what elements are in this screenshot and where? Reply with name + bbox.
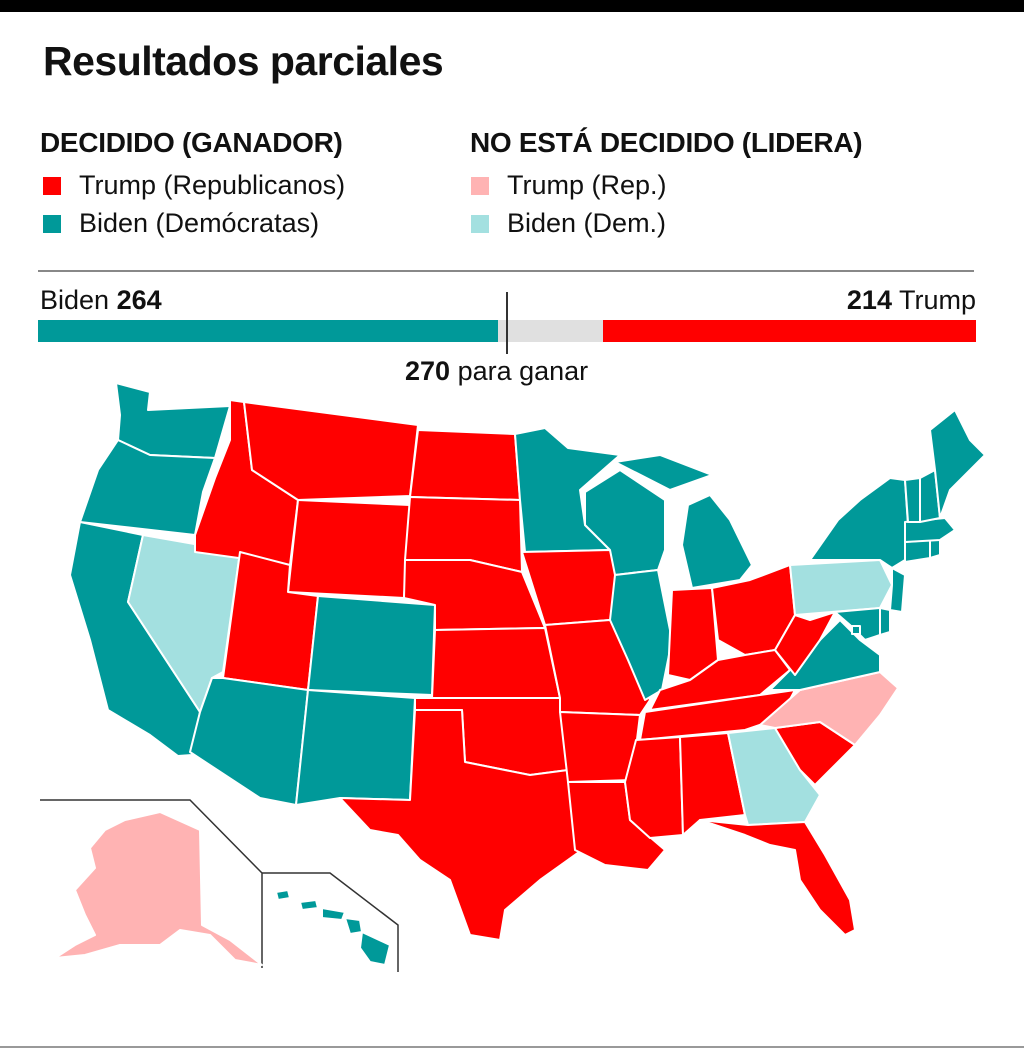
inset-frame-hawaii xyxy=(262,872,399,972)
state-delaware xyxy=(879,607,891,636)
legend-label-trump-leading: Trump (Rep.) xyxy=(507,170,667,200)
biden-votes: 264 xyxy=(116,285,162,315)
legend-swatch-biden-leading xyxy=(471,214,489,233)
hawaii-island-big-island xyxy=(359,931,391,966)
legend-label-biden-leading: Biden (Dem.) xyxy=(507,208,667,238)
legend-swatch-biden-won xyxy=(43,214,61,233)
state-kansas xyxy=(431,627,561,699)
hawaii-island-kauai xyxy=(275,889,291,901)
state-maryland xyxy=(834,607,881,641)
state-michigan xyxy=(614,454,753,589)
biden-vote-bar xyxy=(38,320,499,342)
state-montana xyxy=(243,401,419,501)
state-illinois xyxy=(609,569,673,701)
state-texas xyxy=(339,709,583,941)
legend-decided-heading: DECIDIDO (GANADOR) xyxy=(40,127,343,158)
state-mississippi xyxy=(624,736,684,839)
legend-item-trump-won: Trump (Republicanos) xyxy=(43,170,345,201)
legend-swatch-trump-leading xyxy=(471,176,489,195)
hawaii-island-molokai xyxy=(321,907,346,921)
state-arizona xyxy=(189,677,309,806)
legend-undecided-heading: NO ESTÁ DECIDIDO (LIDERA) xyxy=(470,127,863,158)
state-north-dakota xyxy=(409,429,521,501)
goal-marker xyxy=(506,292,508,354)
bottom-border xyxy=(0,1046,1024,1048)
state-hawaii xyxy=(275,889,391,966)
legend-item-biden-won: Biden (Demócratas) xyxy=(43,208,319,239)
state-rhode-island xyxy=(929,539,941,559)
state-florida xyxy=(699,819,856,936)
divider xyxy=(38,270,974,272)
state-new-york xyxy=(809,477,909,569)
state-alabama xyxy=(679,732,746,836)
legend-swatch-trump-won xyxy=(43,176,61,195)
goal-label: 270 para ganar xyxy=(405,356,588,387)
legend-item-trump-leading: Trump (Rep.) xyxy=(471,170,667,201)
page-title: Resultados parciales xyxy=(43,38,444,84)
goal-text: para ganar xyxy=(457,356,589,386)
state-pennsylvania xyxy=(789,559,893,616)
state-connecticut xyxy=(904,539,931,563)
goal-votes: 270 xyxy=(405,356,451,386)
undecided-vote-bar xyxy=(498,320,603,342)
trump-tally: 214 Trump xyxy=(847,285,976,316)
state-oregon xyxy=(79,439,216,536)
legend-label-trump-won: Trump (Republicanos) xyxy=(79,170,346,200)
trump-name: Trump xyxy=(898,285,976,315)
legend-label-biden-won: Biden (Demócratas) xyxy=(79,208,320,238)
state-vermont xyxy=(904,477,921,523)
state-colorado xyxy=(307,595,436,696)
state-new-mexico xyxy=(295,689,416,806)
state-new-jersey xyxy=(889,567,906,613)
biden-name: Biden xyxy=(40,285,110,315)
trump-vote-bar xyxy=(602,320,976,342)
state-alaska xyxy=(54,811,263,966)
inset-frame-alaska xyxy=(40,799,263,968)
biden-tally: Biden 264 xyxy=(40,285,162,316)
state-maine xyxy=(929,409,986,519)
trump-votes: 214 xyxy=(846,285,892,315)
hawaii-island-oahu xyxy=(299,899,319,911)
legend-item-biden-leading: Biden (Dem.) xyxy=(471,208,666,239)
state-wyoming xyxy=(287,499,411,599)
hawaii-island-maui xyxy=(344,917,363,935)
state-minnesota xyxy=(514,427,621,553)
state-dc xyxy=(851,625,861,635)
top-border xyxy=(0,0,1024,12)
